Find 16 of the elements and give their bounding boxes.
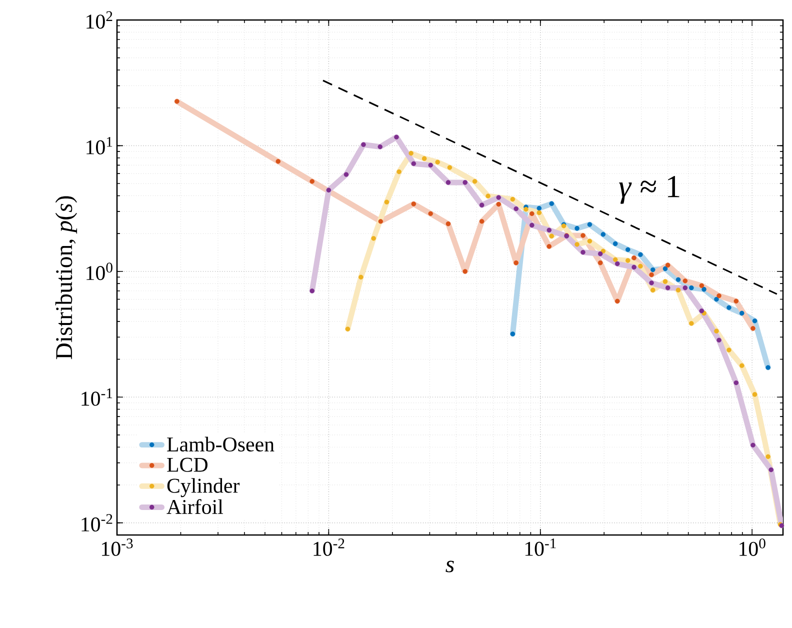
x-tick-label: 10$^{-1}$ — [525, 538, 556, 556]
y-tick-label: 10$^{1}$ — [86, 137, 112, 154]
x-tick-label: 10$^{-3}$ — [102, 538, 133, 556]
annotation: γ ≈ 1 — [619, 176, 680, 204]
legend-label: Airfoil — [166, 499, 224, 514]
y-tick-label: 10$^{0}$ — [86, 262, 112, 280]
x-tick-label: 10$^{-2}$ — [314, 538, 344, 556]
x-tick-label: 10$^{0}$ — [740, 538, 766, 556]
y-tick-label: 10$^{-2}$ — [82, 514, 112, 532]
y-axis-title: Distribution, p(s) — [55, 196, 78, 360]
y-tick-label: 10$^{2}$ — [86, 11, 112, 29]
legend-label: Cylinder — [167, 478, 240, 498]
legend-label: LCD — [167, 458, 208, 472]
legend-label: Lamb-Oseen — [167, 436, 274, 452]
x-axis-title: s — [446, 560, 454, 572]
y-tick-label: 10$^{-1}$ — [82, 388, 112, 406]
